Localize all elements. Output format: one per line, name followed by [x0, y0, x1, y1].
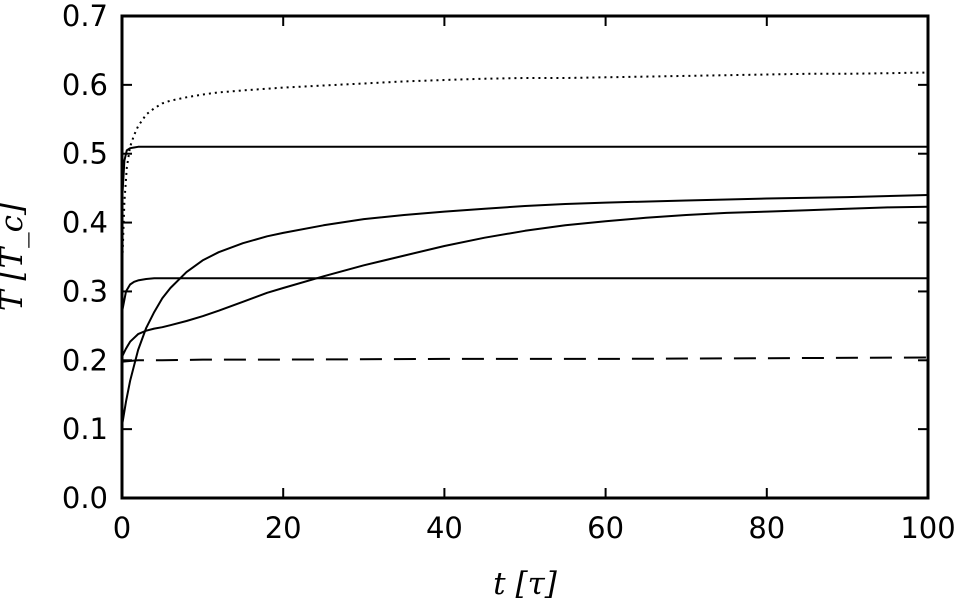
y-axis-label: T [T_c] — [0, 202, 30, 311]
plot-frame — [120, 14, 930, 500]
series-line-6 — [121, 356, 929, 363]
series-line-5 — [121, 277, 928, 313]
x-tick-label-5: 100 — [900, 511, 955, 545]
x-axis-label: t [τ] — [493, 566, 558, 602]
y-tick-label-3: 0.3 — [62, 274, 108, 308]
series-line-3 — [121, 194, 929, 426]
x-tick-label-3: 60 — [587, 511, 624, 545]
x-tick-label-4: 80 — [748, 511, 785, 545]
y-tick-label-0: 0.0 — [62, 481, 108, 515]
y-tick-label-4: 0.4 — [62, 206, 108, 240]
series-line-4 — [121, 205, 929, 358]
y-tick-label-5: 0.5 — [62, 137, 108, 171]
series-line-1 — [121, 71, 929, 271]
series-layer — [121, 71, 929, 426]
x-tick-label-2: 40 — [426, 511, 463, 545]
x-tick-label-1: 20 — [265, 511, 302, 545]
series-line-2 — [121, 145, 928, 202]
tick-layer: 0 20 40 60 80 100 0.0 0.1 0.2 0.3 0.4 0.5 0.6 0.7 — [62, 0, 956, 545]
y-tick-label-2: 0.2 — [62, 343, 108, 377]
y-tick-label-1: 0.1 — [62, 412, 108, 446]
y-tick-label-6: 0.6 — [62, 68, 108, 102]
x-tick-label-0: 0 — [113, 511, 131, 545]
y-tick-label-7: 0.7 — [62, 0, 108, 33]
